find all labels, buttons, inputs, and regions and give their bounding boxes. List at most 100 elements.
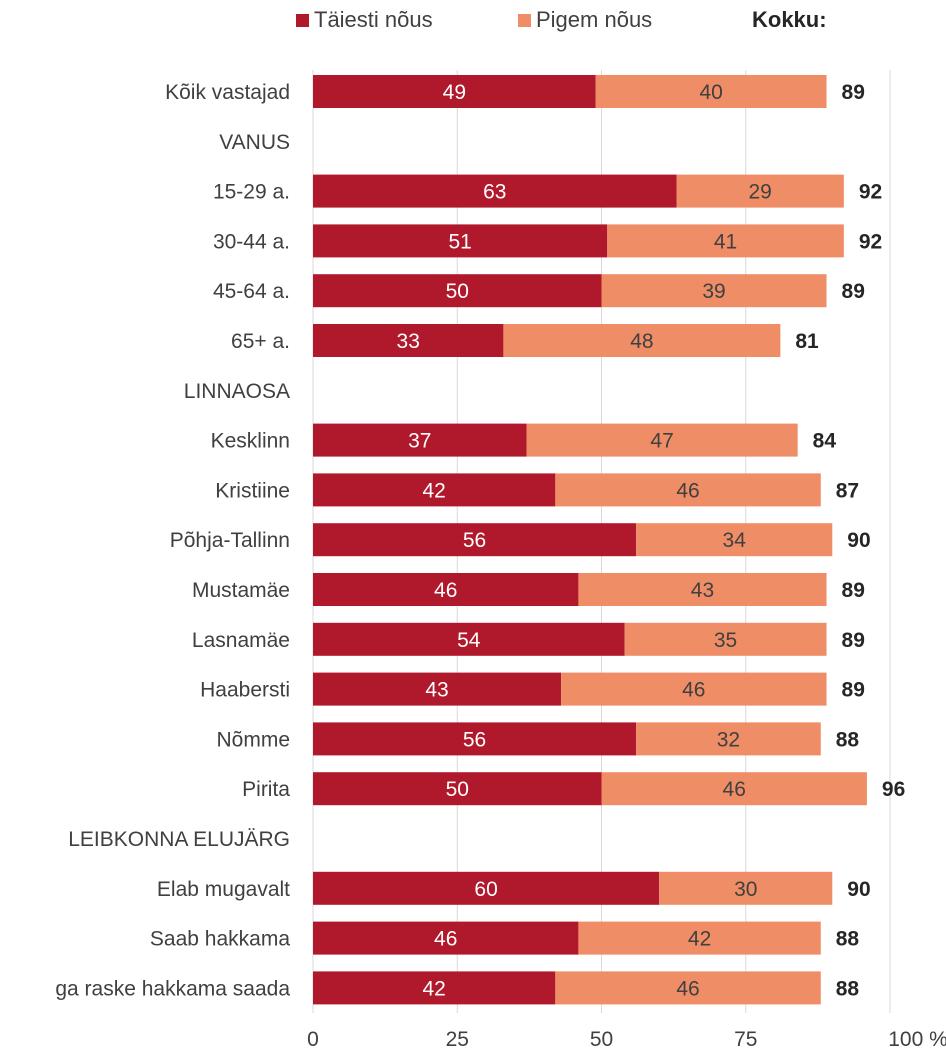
data-label-taiesti: 43 xyxy=(425,679,448,702)
data-label-pigem: 46 xyxy=(723,778,746,801)
x-tick-label: 50 xyxy=(590,1028,613,1051)
data-label-taiesti: 54 xyxy=(457,629,481,652)
data-label-pigem: 46 xyxy=(682,679,705,702)
bar-pigem xyxy=(578,921,821,955)
legend-pigem: Pigem nõus xyxy=(518,6,652,34)
data-label-taiesti: 56 xyxy=(463,529,486,552)
bar-pigem xyxy=(561,672,827,706)
bar-pigem xyxy=(601,772,867,806)
x-tick-label: 100 % xyxy=(888,1028,946,1051)
data-label-total: 89 xyxy=(842,679,865,702)
bar-pigem xyxy=(607,224,844,258)
category-label: Mustamäe xyxy=(192,579,290,602)
category-label: ga raske hakkama saada xyxy=(55,977,290,1000)
bar-taiesti xyxy=(313,174,677,208)
category-label: 15-29 a. xyxy=(213,181,290,204)
data-label-total: 87 xyxy=(836,479,859,502)
category-label: Kristiine xyxy=(215,479,290,502)
bar-pigem xyxy=(601,274,827,308)
bar-taiesti xyxy=(313,921,579,955)
bar-pigem xyxy=(636,722,821,756)
data-label-pigem: 30 xyxy=(734,878,757,901)
data-label-pigem: 46 xyxy=(676,479,699,502)
bar-pigem xyxy=(555,971,821,1005)
bar-taiesti xyxy=(313,224,608,258)
data-label-total: 88 xyxy=(836,728,860,751)
bar-taiesti xyxy=(313,971,556,1005)
bar-pigem xyxy=(578,573,827,606)
category-label: Kõik vastajad xyxy=(165,81,290,104)
data-label-pigem: 32 xyxy=(717,728,740,751)
data-label-total: 81 xyxy=(795,330,819,353)
legend-swatch-taiesti xyxy=(296,13,309,27)
data-label-total: 89 xyxy=(842,579,865,602)
data-label-total: 89 xyxy=(842,280,865,303)
data-label-pigem: 48 xyxy=(630,330,653,353)
data-label-total: 88 xyxy=(836,928,860,951)
category-label: Lasnamäe xyxy=(192,629,290,652)
category-label: Elab mugavalt xyxy=(157,878,290,901)
data-label-total: 84 xyxy=(813,430,837,453)
bar-taiesti xyxy=(313,573,579,606)
bar-taiesti xyxy=(313,324,504,357)
legend-total-label: Kokku: xyxy=(752,7,827,32)
category-label: LEIBKONNA ELUJÄRG xyxy=(68,828,290,851)
data-label-taiesti: 46 xyxy=(434,928,457,951)
bar-pigem xyxy=(659,871,833,905)
bar-taiesti xyxy=(313,722,637,756)
data-label-taiesti: 50 xyxy=(446,778,469,801)
bar-pigem xyxy=(595,75,827,108)
category-label: 65+ a. xyxy=(231,330,290,353)
legend-swatch-pigem xyxy=(518,13,531,27)
data-label-pigem: 46 xyxy=(676,977,699,1000)
data-label-pigem: 42 xyxy=(688,928,711,951)
data-label-taiesti: 51 xyxy=(448,230,471,253)
data-label-total: 88 xyxy=(836,977,860,1000)
bar-taiesti xyxy=(313,772,602,806)
data-label-pigem: 39 xyxy=(702,280,725,303)
bar-pigem xyxy=(526,423,798,457)
data-label-taiesti: 46 xyxy=(434,579,457,602)
data-label-pigem: 29 xyxy=(748,181,771,204)
bar-pigem xyxy=(503,324,781,357)
data-label-taiesti: 49 xyxy=(443,81,466,104)
category-label: LINNAOSA xyxy=(184,380,290,403)
category-label: Pirita xyxy=(242,778,290,801)
x-tick-label: 0 xyxy=(307,1028,319,1051)
data-label-pigem: 43 xyxy=(691,579,714,602)
data-label-taiesti: 42 xyxy=(422,977,445,1000)
category-label: Haabersti xyxy=(200,679,290,702)
data-label-pigem: 41 xyxy=(714,230,737,253)
bar-taiesti xyxy=(313,523,637,557)
data-label-taiesti: 42 xyxy=(422,479,445,502)
legend-label-pigem: Pigem nõus xyxy=(536,7,653,32)
category-label: Saab hakkama xyxy=(150,928,290,951)
bar-taiesti xyxy=(313,622,625,656)
data-label-taiesti: 33 xyxy=(397,330,420,353)
data-label-pigem: 34 xyxy=(723,529,747,552)
bar-taiesti xyxy=(313,274,602,308)
data-label-total: 92 xyxy=(859,230,882,253)
category-label: Nõmme xyxy=(216,728,290,751)
bar-taiesti xyxy=(313,473,556,507)
category-label: 45-64 a. xyxy=(213,280,290,303)
data-label-total: 89 xyxy=(842,629,865,652)
legend-taiesti: Täiesti nõus xyxy=(296,6,433,34)
bar-pigem xyxy=(676,174,844,208)
data-label-taiesti: 37 xyxy=(408,430,431,453)
data-label-taiesti: 56 xyxy=(463,728,486,751)
bar-taiesti xyxy=(313,423,527,457)
data-label-taiesti: 50 xyxy=(446,280,469,303)
data-label-pigem: 35 xyxy=(714,629,737,652)
category-label: VANUS xyxy=(219,131,290,154)
x-tick-label: 75 xyxy=(734,1028,757,1051)
bar-taiesti xyxy=(313,871,660,905)
category-label: Kesklinn xyxy=(211,430,290,453)
data-label-total: 92 xyxy=(859,181,882,204)
bar-pigem xyxy=(555,473,821,507)
category-label: 30-44 a. xyxy=(213,230,290,253)
data-label-pigem: 47 xyxy=(650,430,673,453)
category-label: Põhja-Tallinn xyxy=(170,529,290,552)
data-label-total: 89 xyxy=(842,81,865,104)
bar-taiesti xyxy=(313,75,596,108)
